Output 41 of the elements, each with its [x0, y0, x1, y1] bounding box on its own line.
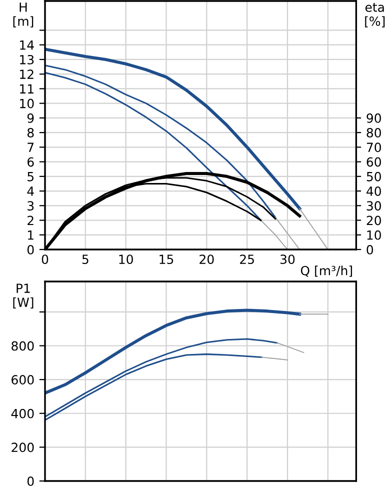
y2-tick-label: 90 [366, 113, 381, 123]
y-tick-label: 11 [20, 84, 34, 94]
y-tick-label: 8 [27, 128, 34, 138]
x-tick-label: 30 [280, 254, 295, 264]
y2-tick-label: 70 [366, 142, 381, 152]
y2-tick-label: 60 [366, 157, 381, 167]
y-axis-title: P1 [W] [13, 284, 34, 308]
y-tick-label: 5 [28, 172, 34, 182]
y-tick-label: 0 [27, 476, 34, 486]
y-tick-label: 10 [20, 98, 34, 108]
x-tick-label: 0 [42, 254, 48, 264]
x-tick-label: 10 [119, 254, 133, 264]
x-axis-title: Q [m³/h] [300, 266, 352, 277]
y-tick-label: 9 [27, 113, 34, 123]
y2-tick-label: 20 [366, 216, 381, 226]
y-tick-label: 2 [28, 216, 34, 226]
y-tick-label: 600 [12, 375, 34, 384]
y-tick-label: 3 [28, 201, 34, 211]
y2-tick-label: 80 [366, 128, 381, 138]
y2-tick-label: 30 [366, 201, 381, 211]
y2-tick-label: 40 [366, 186, 381, 196]
y2-axis-title: eta [%] [365, 2, 385, 28]
y-tick-label: 4 [27, 186, 34, 196]
y2-tick-label: 0 [366, 244, 374, 254]
y-tick-label: 6 [28, 157, 34, 167]
y-tick-label: 400 [11, 408, 34, 418]
y-tick-label: 800 [12, 341, 34, 351]
y2-tick-label: 50 [366, 172, 381, 182]
y-tick-label: 13 [20, 54, 34, 64]
y-tick-label: 200 [12, 442, 34, 452]
y-tick-label: 1 [28, 230, 34, 240]
y-tick-label: 0 [27, 244, 34, 254]
y-axis-title: H [m] [13, 2, 34, 28]
x-tick-label: 20 [200, 254, 214, 264]
y-tick-label: 12 [20, 70, 34, 79]
x-tick-label: 5 [82, 254, 88, 264]
x-tick-label: 25 [240, 254, 254, 264]
x-tick-label: 15 [160, 254, 174, 264]
y2-tick-label: 10 [367, 230, 381, 240]
y-tick-label: 14 [20, 40, 34, 50]
y-tick-label: 7 [28, 142, 34, 152]
